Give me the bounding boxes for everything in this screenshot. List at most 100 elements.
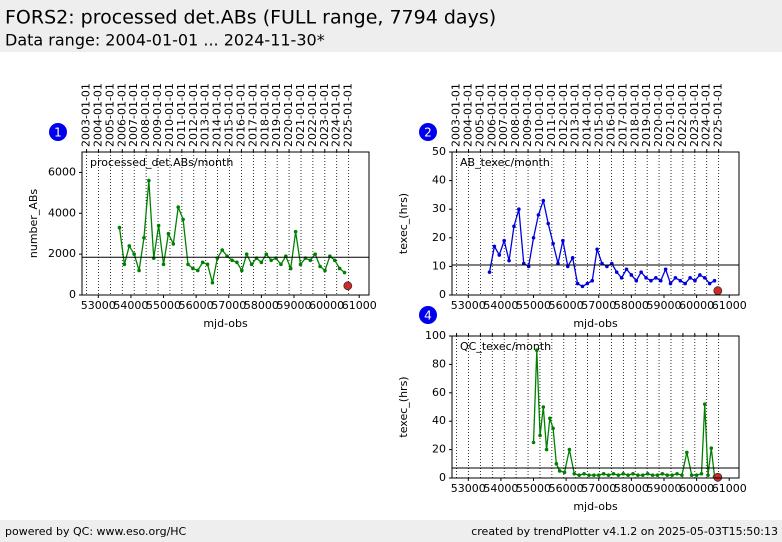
data-point — [298, 262, 303, 267]
data-point — [557, 469, 562, 473]
data-point — [629, 273, 634, 277]
y-axis-label: texec_(hrs) — [397, 376, 410, 437]
data-point — [699, 471, 704, 476]
top-tick-label: 2003-01-01 — [80, 83, 93, 147]
x-tick-label: 56000 — [549, 299, 584, 312]
data-point — [132, 252, 136, 256]
data-point — [492, 244, 497, 249]
data-point — [288, 266, 293, 271]
plot-area — [82, 152, 369, 295]
data-point — [323, 268, 327, 273]
data-point — [230, 258, 234, 263]
data-point — [200, 260, 205, 265]
x-axis-label: mjd-obs — [203, 317, 248, 330]
data-point — [634, 278, 639, 283]
data-point — [147, 178, 151, 183]
top-tick-label: 2011-01-01 — [175, 83, 188, 147]
data-point — [487, 270, 492, 274]
x-tick-label: 59000 — [276, 299, 311, 312]
data-point — [259, 260, 264, 265]
data-point — [619, 276, 624, 280]
data-point — [595, 247, 599, 252]
y-tick-label: 6000 — [48, 165, 76, 178]
data-point — [531, 236, 536, 240]
data-point — [205, 262, 210, 267]
data-point — [497, 253, 502, 257]
x-tick-label: 58000 — [614, 299, 649, 312]
plot-area — [452, 336, 739, 478]
top-tick-label: 2004-01-01 — [91, 83, 104, 147]
x-tick-label: 55000 — [146, 299, 181, 312]
data-point — [332, 258, 337, 263]
top-tick-label: 2018-01-01 — [628, 83, 641, 147]
annotation: QC_texec/month — [460, 340, 551, 353]
x-tick-label: 57000 — [581, 299, 616, 312]
x-axis-label: mjd-obs — [573, 317, 618, 330]
data-point — [176, 205, 181, 209]
badge-label: 2 — [424, 126, 432, 140]
data-point — [561, 238, 565, 243]
data-point — [538, 433, 542, 438]
y-tick-label: 50 — [432, 145, 446, 158]
data-point — [166, 231, 171, 236]
plot-frame — [81, 151, 370, 296]
data-point — [507, 258, 511, 263]
data-point — [640, 473, 645, 477]
data-point — [191, 266, 195, 271]
top-tick-label: 2003-01-01 — [450, 83, 463, 147]
y-tick-label: 30 — [432, 202, 446, 215]
data-point — [678, 278, 683, 283]
data-point — [585, 281, 590, 286]
data-point — [668, 281, 673, 286]
x-tick-label: 60000 — [679, 482, 714, 495]
x-tick-label: 55000 — [516, 482, 551, 495]
data-point — [587, 473, 591, 477]
top-tick-label: 2015-01-01 — [593, 83, 606, 147]
data-point — [567, 447, 572, 452]
data-point — [649, 278, 653, 283]
data-point — [186, 262, 190, 267]
top-tick-label: 2010-01-01 — [163, 83, 176, 147]
data-point — [551, 426, 555, 431]
y-axis-label: texec_(hrs) — [397, 193, 410, 254]
top-tick-label: 2024-01-01 — [700, 83, 713, 147]
y-axis-label: number_ABs — [27, 189, 40, 259]
top-tick-label: 2020-01-01 — [282, 83, 295, 147]
badge — [49, 123, 67, 141]
data-point — [554, 462, 559, 466]
top-tick-label: 2012-01-01 — [557, 83, 570, 147]
x-tick-label: 54000 — [483, 299, 518, 312]
badge — [419, 123, 437, 141]
data-point — [658, 278, 663, 283]
x-tick-label: 60000 — [679, 299, 714, 312]
data-point — [645, 471, 650, 476]
annotation: AB_texec/month — [460, 156, 550, 169]
data-point — [673, 276, 678, 280]
top-tick-label: 2008-01-01 — [509, 83, 522, 147]
data-point — [308, 258, 313, 263]
data-point — [702, 402, 707, 406]
top-tick-label: 2005-01-01 — [473, 83, 486, 147]
data-point — [556, 261, 560, 266]
top-tick-label: 2014-01-01 — [581, 83, 594, 147]
top-tick-label: 2023-01-01 — [688, 83, 701, 147]
top-tick-label: 2010-01-01 — [533, 83, 546, 147]
x-tick-label: 57000 — [581, 482, 616, 495]
x-tick-label: 57000 — [211, 299, 246, 312]
series-line — [532, 350, 716, 477]
data-point — [610, 261, 614, 266]
x-tick-label: 55000 — [516, 299, 551, 312]
data-point — [675, 471, 679, 476]
x-tick-label: 59000 — [646, 482, 681, 495]
top-tick-label: 2023-01-01 — [318, 83, 331, 147]
data-point — [565, 264, 570, 269]
data-point — [502, 238, 506, 243]
data-point — [244, 252, 249, 256]
data-point — [596, 473, 601, 477]
data-point — [269, 258, 273, 263]
data-point — [517, 207, 521, 211]
top-tick-label: 2005-01-01 — [103, 83, 116, 147]
y-tick-label: 0 — [69, 288, 76, 301]
badge — [419, 306, 437, 324]
data-point — [621, 471, 626, 476]
